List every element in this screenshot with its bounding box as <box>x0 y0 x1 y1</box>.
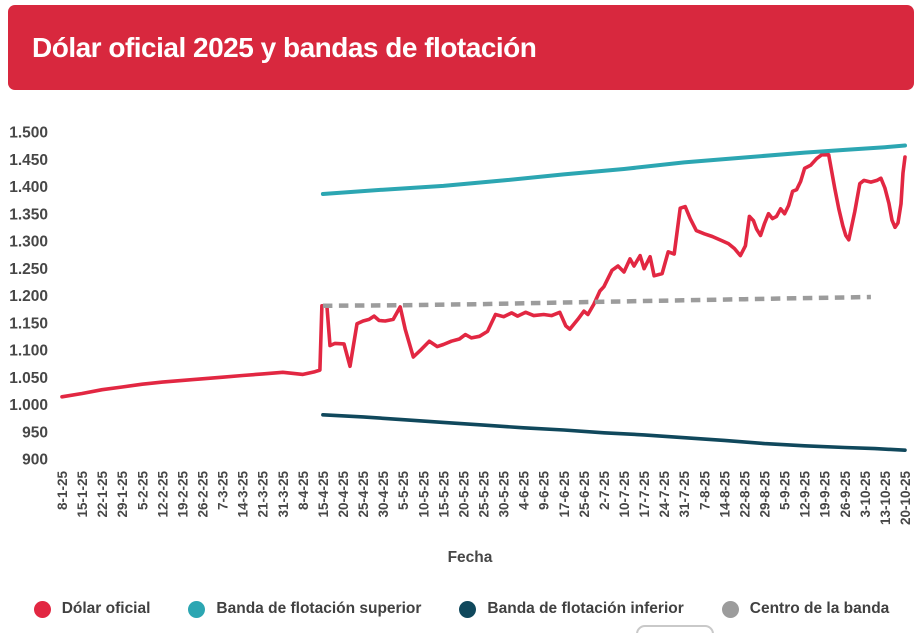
svg-text:30-5-25: 30-5-25 <box>497 471 512 518</box>
svg-text:15-5-25: 15-5-25 <box>436 471 451 518</box>
svg-text:1.100: 1.100 <box>9 343 48 360</box>
svg-text:8-4-25: 8-4-25 <box>296 471 311 511</box>
svg-text:9-6-25: 9-6-25 <box>537 471 552 511</box>
svg-text:3-10-25: 3-10-25 <box>858 471 873 518</box>
svg-text:31-3-25: 31-3-25 <box>276 471 291 518</box>
svg-text:5-2-25: 5-2-25 <box>135 471 150 511</box>
svg-text:15-1-25: 15-1-25 <box>75 471 90 518</box>
svg-text:5-5-25: 5-5-25 <box>396 471 411 511</box>
cut-off-button[interactable] <box>636 625 714 633</box>
line-chart: 1.500 1.450 1.400 1.350 1.300 1.250 1.200 1.150… <box>9 125 913 567</box>
legend-dot-teal-icon <box>188 600 206 618</box>
svg-text:14-8-25: 14-8-25 <box>717 471 732 518</box>
svg-text:25-6-25: 25-6-25 <box>577 471 592 518</box>
svg-text:2-7-25: 2-7-25 <box>597 471 612 511</box>
svg-text:950: 950 <box>22 424 48 441</box>
svg-text:25-4-25: 25-4-25 <box>356 471 371 518</box>
svg-text:22-1-25: 22-1-25 <box>95 471 110 518</box>
page-title: Dólar oficial 2025 y bandas de flotación <box>32 31 537 63</box>
svg-text:21-3-25: 21-3-25 <box>256 471 271 518</box>
svg-text:29-8-25: 29-8-25 <box>758 471 773 518</box>
svg-text:13-10-25: 13-10-25 <box>878 471 893 526</box>
svg-text:8-1-25: 8-1-25 <box>55 471 70 511</box>
svg-text:25-5-25: 25-5-25 <box>477 471 492 518</box>
legend-label: Centro de la banda <box>749 600 890 617</box>
svg-text:1.250: 1.250 <box>9 261 48 278</box>
svg-text:22-8-25: 22-8-25 <box>737 471 752 518</box>
legend-item-banda-inferior[interactable]: Banda de flotación inferior <box>459 600 684 618</box>
svg-text:12-2-25: 12-2-25 <box>155 471 170 518</box>
svg-text:4-6-25: 4-6-25 <box>517 471 532 511</box>
svg-text:1.350: 1.350 <box>9 206 48 223</box>
legend-item-banda-superior[interactable]: Banda de flotación superior <box>188 600 421 618</box>
chart-area: 1.500 1.450 1.400 1.350 1.300 1.250 1.200 1.150… <box>0 95 923 575</box>
svg-text:Fecha: Fecha <box>448 549 493 566</box>
legend-dot-gray-icon <box>721 600 739 618</box>
svg-text:1.500: 1.500 <box>9 125 48 142</box>
svg-text:1.400: 1.400 <box>9 179 48 196</box>
legend-item-dolar-oficial[interactable]: Dólar oficial <box>33 600 151 618</box>
svg-text:30-4-25: 30-4-25 <box>376 471 391 518</box>
svg-text:1.050: 1.050 <box>9 370 48 387</box>
svg-text:17-6-25: 17-6-25 <box>557 471 572 518</box>
svg-text:15-4-25: 15-4-25 <box>316 471 331 518</box>
legend-item-centro-banda[interactable]: Centro de la banda <box>721 600 890 618</box>
svg-text:10-5-25: 10-5-25 <box>416 471 431 518</box>
svg-text:19-2-25: 19-2-25 <box>175 471 190 518</box>
legend-label: Banda de flotación inferior <box>487 600 684 617</box>
svg-text:900: 900 <box>22 452 48 469</box>
title-banner: Dólar oficial 2025 y bandas de flotación <box>8 5 914 90</box>
svg-text:12-9-25: 12-9-25 <box>798 471 813 518</box>
svg-text:1.150: 1.150 <box>9 315 48 332</box>
legend-label: Banda de flotación superior <box>216 600 422 617</box>
svg-text:7-3-25: 7-3-25 <box>216 471 231 511</box>
svg-text:24-7-25: 24-7-25 <box>657 471 672 518</box>
svg-text:29-1-25: 29-1-25 <box>115 471 130 518</box>
svg-text:1.000: 1.000 <box>9 397 48 414</box>
svg-text:1.200: 1.200 <box>9 288 48 305</box>
legend-dot-red-icon <box>33 600 51 618</box>
svg-text:5-9-25: 5-9-25 <box>778 471 793 511</box>
svg-text:26-9-25: 26-9-25 <box>838 471 853 518</box>
svg-text:20-5-25: 20-5-25 <box>456 471 471 518</box>
svg-text:20-4-25: 20-4-25 <box>336 471 351 518</box>
svg-text:19-9-25: 19-9-25 <box>818 471 833 518</box>
legend-dot-navy-icon <box>459 600 477 618</box>
svg-text:26-2-25: 26-2-25 <box>196 471 211 518</box>
svg-text:20-10-25: 20-10-25 <box>898 471 913 526</box>
chart-legend: Dólar oficial Banda de flotación superio… <box>0 592 923 626</box>
svg-text:1.300: 1.300 <box>9 234 48 251</box>
svg-text:1.450: 1.450 <box>9 152 48 169</box>
svg-text:31-7-25: 31-7-25 <box>677 471 692 518</box>
svg-text:17-7-25: 17-7-25 <box>637 471 652 518</box>
legend-label: Dólar oficial <box>61 600 151 617</box>
svg-text:10-7-25: 10-7-25 <box>617 471 632 518</box>
svg-text:14-3-25: 14-3-25 <box>236 471 251 518</box>
svg-text:7-8-25: 7-8-25 <box>697 471 712 511</box>
